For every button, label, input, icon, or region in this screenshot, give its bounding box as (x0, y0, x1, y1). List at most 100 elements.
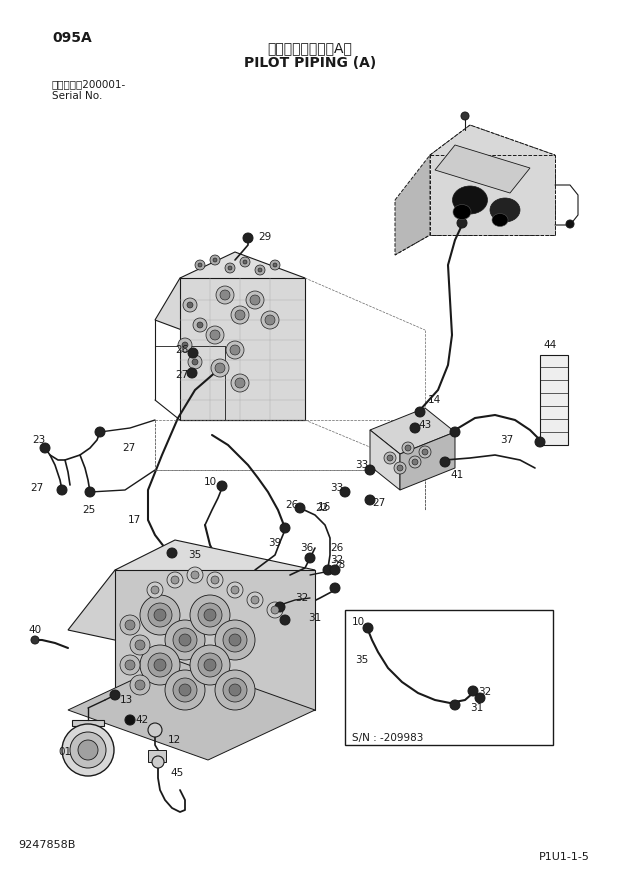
Text: 33: 33 (330, 483, 343, 493)
Circle shape (211, 576, 219, 584)
Circle shape (165, 670, 205, 710)
Circle shape (40, 443, 50, 453)
Circle shape (227, 582, 243, 598)
Text: 10: 10 (352, 617, 365, 627)
Circle shape (31, 636, 39, 644)
Circle shape (410, 423, 420, 433)
Circle shape (246, 291, 264, 309)
Circle shape (173, 678, 197, 702)
Polygon shape (68, 660, 315, 760)
Circle shape (225, 263, 235, 273)
Circle shape (154, 659, 166, 671)
Circle shape (265, 315, 275, 325)
Circle shape (198, 603, 222, 627)
Circle shape (235, 378, 245, 388)
Circle shape (120, 615, 140, 635)
Ellipse shape (492, 214, 508, 227)
Bar (148, 750, 166, 762)
Text: 40: 40 (28, 625, 41, 635)
Circle shape (220, 290, 230, 300)
Circle shape (295, 503, 305, 513)
Text: 42: 42 (135, 715, 148, 725)
Circle shape (198, 263, 202, 267)
Circle shape (394, 462, 406, 474)
Circle shape (251, 596, 259, 604)
Circle shape (173, 628, 197, 652)
Circle shape (223, 628, 247, 652)
Circle shape (148, 723, 162, 737)
Circle shape (215, 620, 255, 660)
Text: P1U1-1-5: P1U1-1-5 (539, 852, 590, 862)
Circle shape (204, 659, 216, 671)
Circle shape (384, 452, 396, 464)
Circle shape (211, 359, 229, 377)
Circle shape (210, 255, 220, 265)
Circle shape (197, 322, 203, 328)
Circle shape (243, 260, 247, 264)
Text: 37: 37 (500, 435, 513, 445)
Text: 45: 45 (170, 768, 184, 778)
Text: 32: 32 (478, 687, 491, 697)
Circle shape (405, 445, 411, 451)
Circle shape (422, 449, 428, 455)
Text: Serial No.: Serial No. (52, 91, 102, 101)
Circle shape (365, 465, 375, 475)
Text: 28: 28 (332, 560, 345, 570)
Text: 095A: 095A (52, 31, 92, 45)
Circle shape (195, 260, 205, 270)
Text: 27: 27 (122, 443, 135, 453)
Circle shape (147, 582, 163, 598)
Polygon shape (180, 252, 305, 304)
Circle shape (273, 263, 277, 267)
Text: 適用号機　200001-: 適用号機 200001- (52, 79, 126, 89)
Polygon shape (72, 720, 104, 726)
Ellipse shape (453, 186, 487, 214)
Text: S/N : -209983: S/N : -209983 (352, 733, 423, 743)
Circle shape (215, 670, 255, 710)
Circle shape (187, 368, 197, 378)
Circle shape (365, 495, 375, 505)
Text: 29: 29 (258, 232, 272, 242)
Text: 26: 26 (285, 500, 298, 510)
Circle shape (566, 220, 574, 228)
Circle shape (188, 348, 198, 358)
Bar (345, 610, 553, 745)
Polygon shape (155, 278, 250, 346)
Circle shape (130, 635, 150, 655)
Text: 16: 16 (318, 502, 331, 512)
Circle shape (148, 653, 172, 677)
Polygon shape (370, 430, 400, 490)
Text: 35: 35 (355, 655, 368, 665)
Circle shape (167, 548, 177, 558)
Circle shape (267, 602, 283, 618)
Text: 01: 01 (58, 747, 71, 757)
Circle shape (152, 756, 164, 768)
Circle shape (78, 740, 98, 760)
Circle shape (135, 640, 145, 650)
Circle shape (125, 715, 135, 725)
Circle shape (450, 427, 460, 437)
Text: 26: 26 (330, 543, 343, 553)
Text: 10: 10 (204, 477, 217, 487)
Text: 32: 32 (295, 593, 308, 603)
Circle shape (247, 592, 263, 608)
Text: パイロット配管（A）: パイロット配管（A） (268, 41, 352, 55)
Circle shape (231, 374, 249, 392)
Circle shape (188, 355, 202, 369)
Text: PILOT PIPING (A): PILOT PIPING (A) (244, 56, 376, 70)
Text: 26: 26 (175, 345, 188, 355)
Circle shape (223, 678, 247, 702)
Circle shape (415, 407, 425, 417)
Circle shape (62, 724, 114, 776)
Circle shape (230, 345, 240, 355)
Text: 32: 32 (330, 555, 343, 565)
Circle shape (213, 258, 217, 262)
Circle shape (165, 620, 205, 660)
Circle shape (179, 684, 191, 696)
Circle shape (183, 298, 197, 312)
Circle shape (363, 623, 373, 633)
Text: 35: 35 (188, 550, 202, 560)
Circle shape (271, 606, 279, 614)
Circle shape (191, 571, 199, 579)
Circle shape (110, 690, 120, 700)
